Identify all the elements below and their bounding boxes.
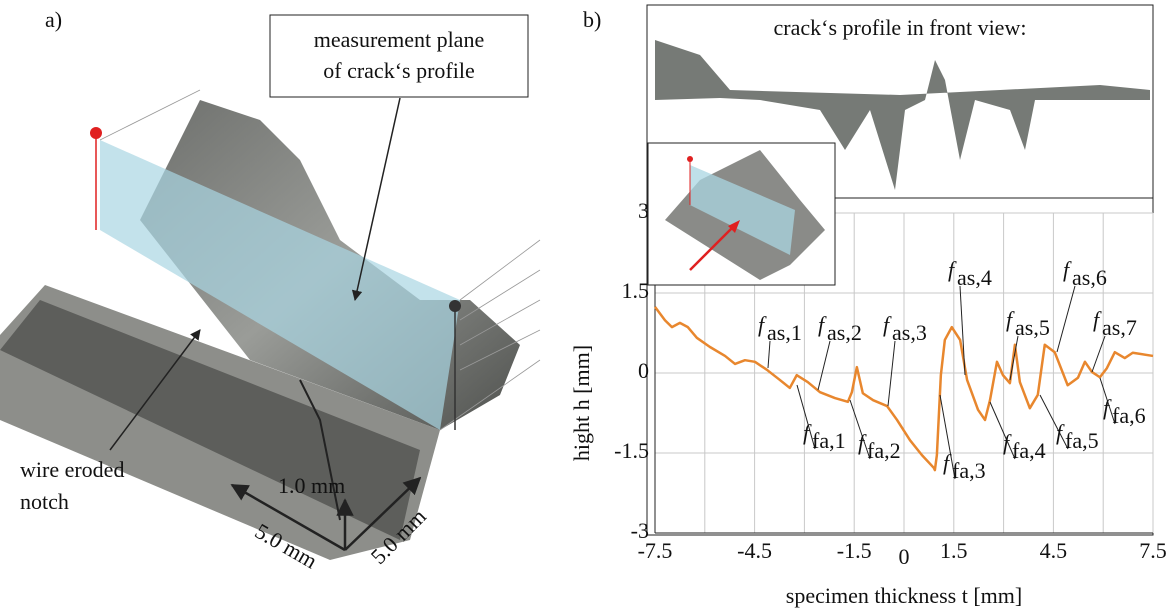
annotation-leader — [849, 399, 871, 460]
x-tick-label: 1.5 — [940, 538, 968, 563]
notch-note: wire eroded — [20, 457, 124, 482]
y-tick-label: -3 — [631, 518, 649, 543]
annotation-leader — [1091, 335, 1106, 373]
annotation-symbol: f — [858, 430, 867, 455]
annotation-symbol: f — [758, 312, 767, 337]
annotation-subscript: as,5 — [1015, 315, 1050, 340]
annotation-leader — [1099, 377, 1116, 425]
y-tick-label: 1.5 — [622, 278, 650, 303]
annotation-leader — [939, 394, 956, 480]
plot: -7.5 -4.5 -1.5 0 1.5 4.5 7.5-3-1.501.53f as,1 f a… — [569, 198, 1167, 608]
annotation-leader — [767, 340, 771, 369]
annotation-symbol: f — [803, 420, 812, 445]
x-tick-label: -1.5 — [837, 538, 872, 563]
y-tick-label: -1.5 — [614, 438, 649, 463]
annotation-subscript: fa,6 — [1112, 403, 1146, 428]
annotation-subscript: as,3 — [892, 320, 927, 345]
annotation-symbol: f — [1063, 257, 1072, 282]
annotation-symbol: f — [1093, 307, 1102, 332]
annotation-symbol: f — [943, 450, 952, 475]
annotation-subscript: as,4 — [957, 265, 992, 290]
front-view-title: crack‘s profile in front view: — [774, 15, 1027, 40]
x-tick-label: -4.5 — [737, 538, 772, 563]
annotation-subscript: fa,3 — [952, 458, 986, 483]
annotation-leader — [887, 340, 896, 407]
annotation-symbol: f — [948, 257, 957, 282]
annotation-symbol: f — [883, 312, 892, 337]
data-line — [653, 306, 1154, 472]
specimen-render — [0, 89, 541, 560]
annotation-leader — [959, 285, 966, 376]
annotation-subscript: as,6 — [1072, 265, 1107, 290]
annotation-symbol: f — [1103, 395, 1112, 420]
x-axis-label: specimen thickness t [mm] — [786, 583, 1022, 608]
plane-note: of crack‘s profile — [323, 58, 474, 83]
annotation-leader — [1009, 335, 1019, 381]
annotation-subscript: as,1 — [767, 320, 802, 345]
x-tick-label: 7.5 — [1139, 538, 1167, 563]
plane-note: measurement plane — [314, 27, 484, 52]
annotation-subscript: as,2 — [827, 320, 862, 345]
inset — [647, 142, 836, 286]
annotation-leader — [1056, 285, 1076, 353]
annotation-symbol: f — [1003, 430, 1012, 455]
annotation-subscript: fa,2 — [867, 438, 901, 463]
annotation-symbol: f — [1006, 307, 1015, 332]
annotation-leader — [989, 401, 1016, 460]
x-tick-label: -7.5 — [638, 538, 673, 563]
x-tick-label: 4.5 — [1040, 538, 1068, 563]
notch-note: notch — [20, 489, 69, 514]
y-tick-label: 3 — [638, 198, 649, 223]
x-tick-label: 0 — [899, 544, 910, 569]
annotation-symbol: f — [818, 312, 827, 337]
y-tick-label: 0 — [638, 358, 649, 383]
height-scale: 1.0 mm — [278, 473, 345, 498]
annotation-subscript: fa,4 — [1012, 438, 1046, 463]
annotation-subscript: fa,5 — [1065, 428, 1099, 453]
annotation-subscript: as,7 — [1102, 315, 1137, 340]
annotation-leader — [817, 340, 831, 391]
panel-label: a) — [45, 7, 62, 32]
annotation-symbol: f — [1056, 420, 1065, 445]
annotation-leader — [1039, 394, 1069, 450]
panel-label: b) — [583, 7, 601, 32]
y-axis-label: hight h [mm] — [569, 345, 594, 461]
annotation-subscript: fa,1 — [812, 428, 846, 453]
annotation-leader — [796, 384, 816, 450]
